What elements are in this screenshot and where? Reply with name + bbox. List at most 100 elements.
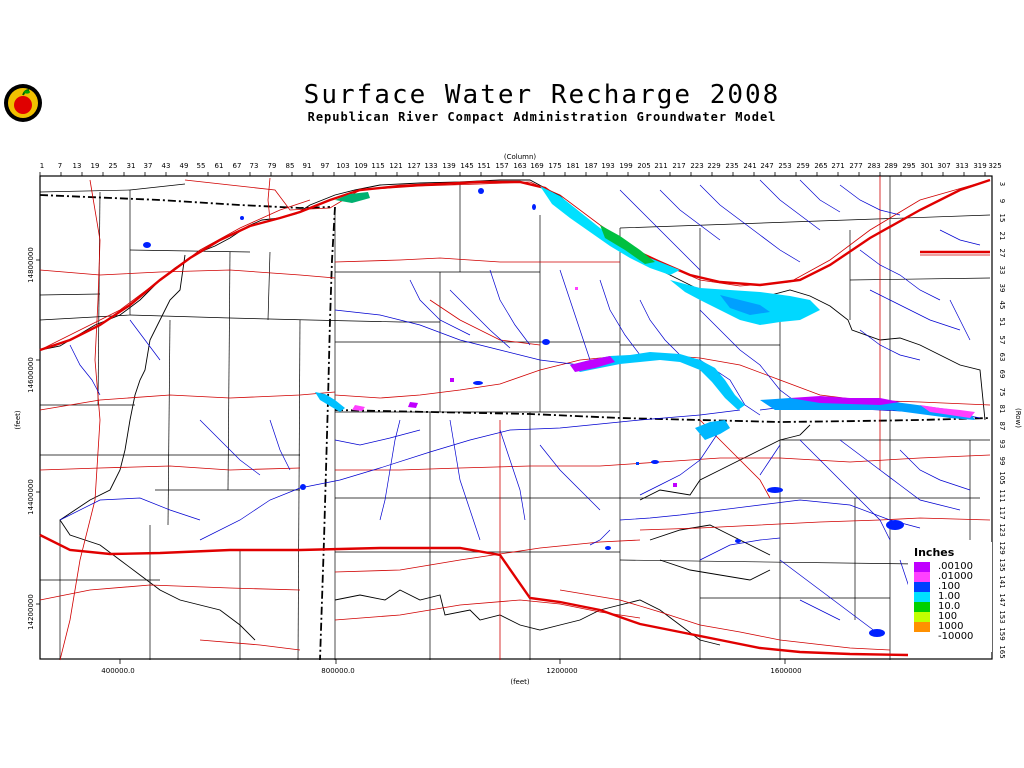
- top-tick: 259: [796, 162, 809, 170]
- top-tick: 121: [389, 162, 402, 170]
- right-tick: 33: [998, 266, 1006, 275]
- top-tick: 181: [566, 162, 579, 170]
- top-tick: 217: [672, 162, 685, 170]
- left-tick: 14200000: [27, 594, 35, 630]
- legend-label: 100: [938, 611, 958, 622]
- right-axis-labels: 3 9 15 21 27 33 39 45 51 57 63 69 75 81 …: [998, 182, 1022, 659]
- legend-item: 1.00: [914, 591, 992, 602]
- county-boundaries: [39, 176, 991, 661]
- top-tick: 85: [286, 162, 295, 170]
- top-tick: 307: [937, 162, 950, 170]
- top-tick: 187: [584, 162, 597, 170]
- right-tick: 165: [998, 645, 1006, 658]
- right-tick: 93: [998, 440, 1006, 449]
- right-tick: 63: [998, 353, 1006, 362]
- top-tick: 61: [215, 162, 224, 170]
- top-tick: 97: [321, 162, 330, 170]
- top-tick: 127: [407, 162, 420, 170]
- legend-label: 1000: [938, 621, 964, 632]
- top-tick: 1: [40, 162, 44, 170]
- left-axis-title: (feet): [14, 410, 22, 430]
- top-tick: 211: [654, 162, 667, 170]
- right-tick: 111: [998, 489, 1006, 502]
- top-tick: 253: [778, 162, 791, 170]
- legend-label: .00100: [938, 561, 973, 572]
- legend-item: .00100: [914, 561, 992, 572]
- legend-title: Inches: [914, 546, 955, 559]
- apple-logo-icon: [4, 84, 42, 122]
- right-tick: 75: [998, 388, 1006, 397]
- right-tick: 123: [998, 523, 1006, 536]
- right-tick: 81: [998, 405, 1006, 414]
- top-tick: 31: [127, 162, 136, 170]
- right-tick: 105: [998, 471, 1006, 484]
- water-bodies: [143, 188, 904, 637]
- top-tick: 301: [920, 162, 933, 170]
- top-tick: 199: [619, 162, 632, 170]
- legend-swatch: [914, 562, 930, 572]
- top-tick: 277: [849, 162, 862, 170]
- legend-label: -10000: [938, 631, 974, 642]
- axis-ticks: [36, 172, 986, 664]
- top-tick: 25: [109, 162, 118, 170]
- left-tick: 14400000: [27, 479, 35, 515]
- top-tick: 247: [760, 162, 773, 170]
- top-tick: 235: [725, 162, 738, 170]
- right-tick: 39: [998, 284, 1006, 293]
- top-tick: 55: [197, 162, 206, 170]
- right-tick: 69: [998, 370, 1006, 379]
- bottom-tick: 800000.0: [321, 667, 354, 675]
- top-tick: 319: [973, 162, 986, 170]
- legend-swatch: [914, 612, 930, 622]
- top-tick: 229: [707, 162, 720, 170]
- bottom-tick: 1200000: [546, 667, 577, 675]
- map-subtitle: Republican River Compact Administration …: [307, 110, 777, 124]
- legend-swatch: [914, 602, 930, 612]
- top-tick: 313: [955, 162, 968, 170]
- right-tick: 117: [998, 506, 1006, 519]
- legend-item: 100: [914, 611, 992, 622]
- right-tick: 129: [998, 541, 1006, 554]
- left-tick: 14800000: [27, 247, 35, 283]
- left-axis-labels: 14800000 14600000 14400000 14200000 (fee…: [14, 247, 35, 630]
- legend-item: .01000: [914, 571, 992, 582]
- right-tick: 45: [998, 301, 1006, 310]
- right-tick: 21: [998, 232, 1006, 241]
- top-tick: 109: [354, 162, 367, 170]
- right-tick: 147: [998, 593, 1006, 606]
- top-tick: 157: [495, 162, 508, 170]
- legend-item: -10000: [914, 631, 992, 642]
- major-highways: [39, 178, 991, 657]
- legend-item: .100: [914, 581, 992, 592]
- top-tick: 283: [867, 162, 880, 170]
- legend-swatch: [914, 572, 930, 582]
- bottom-tick: 1600000: [770, 667, 801, 675]
- top-tick: 103: [336, 162, 349, 170]
- right-tick: 51: [998, 318, 1006, 327]
- top-axis-title: (Column): [504, 153, 537, 161]
- top-tick: 49: [180, 162, 189, 170]
- top-tick: 133: [424, 162, 437, 170]
- right-tick: 135: [998, 558, 1006, 571]
- top-tick: 325: [988, 162, 1001, 170]
- recharge-cells: [315, 186, 975, 487]
- top-tick: 115: [371, 162, 384, 170]
- right-tick: 9: [998, 199, 1006, 203]
- bottom-axis-title: (feet): [510, 678, 530, 686]
- top-tick: 289: [884, 162, 897, 170]
- legend-label: .100: [938, 581, 961, 592]
- top-tick: 265: [814, 162, 827, 170]
- top-tick: 13: [73, 162, 82, 170]
- top-tick: 271: [831, 162, 844, 170]
- top-tick: 145: [460, 162, 473, 170]
- top-tick: 37: [144, 162, 153, 170]
- state-line: [39, 194, 991, 661]
- top-tick: 205: [637, 162, 650, 170]
- top-tick: 7: [58, 162, 62, 170]
- legend-swatch: [914, 632, 930, 642]
- bottom-tick: 400000.0: [101, 667, 134, 675]
- top-tick: 151: [477, 162, 490, 170]
- right-axis-title: (Row): [1014, 408, 1022, 428]
- top-tick: 175: [548, 162, 561, 170]
- legend-item: 1000: [914, 621, 992, 632]
